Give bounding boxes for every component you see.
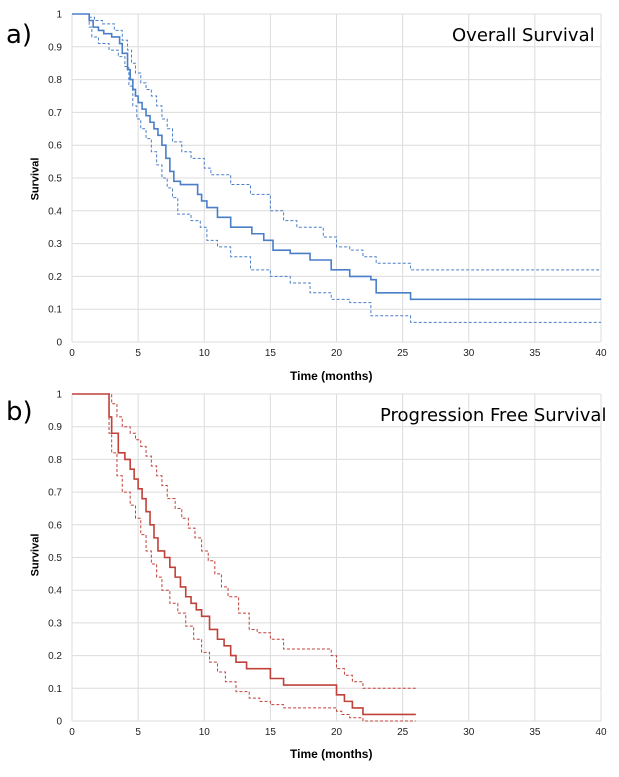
y-tick-label: 0.7 <box>48 488 62 499</box>
x-tick-label: 10 <box>199 348 211 359</box>
x-tick-label: 20 <box>331 348 343 359</box>
y-tick-label: 0.4 <box>48 206 62 217</box>
x-tick-label: 0 <box>69 348 75 359</box>
panel-label: a) <box>6 20 33 50</box>
y-tick-label: 1 <box>56 390 62 401</box>
y-tick-label: 0.9 <box>48 42 62 53</box>
y-tick-label: 0.9 <box>48 422 62 433</box>
x-tick-label: 5 <box>135 348 141 359</box>
x-tick-label: 40 <box>595 348 607 359</box>
x-tick-label: 30 <box>463 727 475 738</box>
x-tick-label: 5 <box>135 727 141 738</box>
y-tick-label: 0.3 <box>48 239 62 250</box>
x-tick-label: 0 <box>69 727 75 738</box>
progression-free-survival-panel: b) 0 5 10 15 20 25 30 35 40 0 0.1 0.2 0.3 0.4 0.5 0.6 0.… <box>0 385 619 775</box>
chart-title: Progression Free Survival <box>380 405 607 426</box>
x-tick-label: 40 <box>595 727 607 738</box>
x-tick-label: 10 <box>199 727 211 738</box>
confidence-band-curve <box>72 393 416 722</box>
x-tick-label: 25 <box>397 727 409 738</box>
y-axis-label: Survival <box>29 533 42 577</box>
survival-curve <box>72 393 416 716</box>
overall-survival-panel: a) 0 5 10 15 20 25 30 35 40 0 0.1 0.2 0.3 0.4 0.5 0.6 0.… <box>0 0 619 384</box>
y-tick-label: 0.8 <box>48 75 62 86</box>
y-tick-label: 0.2 <box>48 651 62 662</box>
y-tick-label: 0.5 <box>48 553 62 564</box>
y-axis-label: Survival <box>29 157 42 201</box>
y-tick-label: 1 <box>56 10 62 21</box>
y-tick-label: 0.1 <box>48 684 62 695</box>
survival-curve <box>72 13 601 301</box>
y-tick-label: 0.6 <box>48 141 62 152</box>
chart-title: Overall Survival <box>452 25 595 46</box>
confidence-band-curve <box>72 13 601 271</box>
y-tick-label: 0.4 <box>48 586 62 597</box>
panel-label: b) <box>6 397 33 427</box>
confidence-band-curve <box>72 13 601 323</box>
y-tick-label: 0 <box>56 717 62 728</box>
y-tick-label: 0 <box>56 338 62 349</box>
progression-free-survival-chart: 0 5 10 15 20 25 30 35 40 0 0.1 0.2 0.3 0.4 0.5 0.6 0.7 0.… <box>48 390 607 739</box>
x-tick-label: 20 <box>331 727 343 738</box>
x-tick-label: 25 <box>397 348 409 359</box>
y-tick-label: 0.1 <box>48 305 62 316</box>
y-tick-label: 0.2 <box>48 272 62 283</box>
y-tick-label: 0.6 <box>48 520 62 531</box>
x-axis-label: Time (months) <box>290 369 373 383</box>
y-tick-label: 0.5 <box>48 174 62 185</box>
y-tick-label: 0.3 <box>48 618 62 629</box>
x-tick-label: 15 <box>265 348 277 359</box>
x-tick-label: 15 <box>265 727 277 738</box>
confidence-band-curve <box>72 393 416 689</box>
x-tick-label: 30 <box>463 348 475 359</box>
y-tick-label: 0.7 <box>48 108 62 119</box>
x-tick-label: 35 <box>529 348 541 359</box>
x-axis-label: Time (months) <box>290 747 373 761</box>
overall-survival-chart: 0 5 10 15 20 25 30 35 40 0 0.1 0.2 0.3 0.4 0.5 0.6 0.7 0.… <box>48 10 607 360</box>
x-tick-label: 35 <box>529 727 541 738</box>
y-tick-label: 0.8 <box>48 455 62 466</box>
